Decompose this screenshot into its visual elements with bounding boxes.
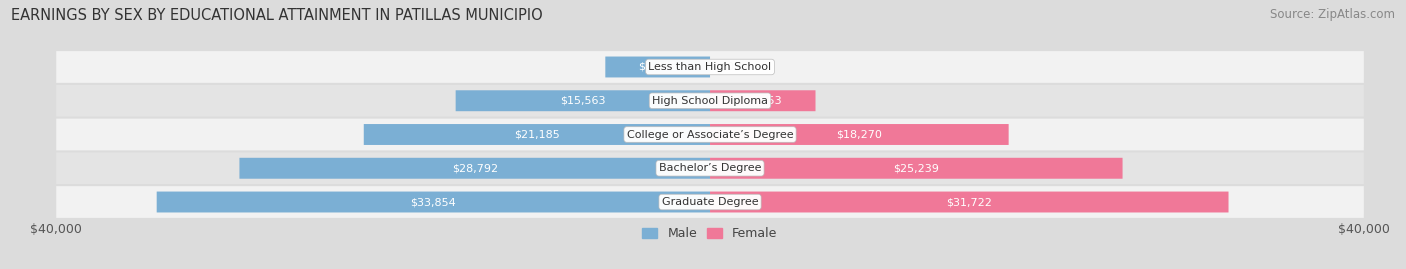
Text: $25,239: $25,239	[893, 163, 939, 173]
FancyBboxPatch shape	[710, 158, 1122, 179]
FancyBboxPatch shape	[239, 158, 710, 179]
Legend: Male, Female: Male, Female	[637, 222, 783, 245]
Text: $31,722: $31,722	[946, 197, 993, 207]
Text: $6,453: $6,453	[744, 96, 782, 106]
FancyBboxPatch shape	[56, 186, 1364, 218]
Text: $6,406: $6,406	[638, 62, 678, 72]
FancyBboxPatch shape	[56, 85, 1364, 116]
FancyBboxPatch shape	[456, 90, 710, 111]
Text: $0: $0	[720, 62, 734, 72]
Text: Graduate Degree: Graduate Degree	[662, 197, 758, 207]
Text: $28,792: $28,792	[451, 163, 498, 173]
Text: $33,854: $33,854	[411, 197, 456, 207]
Text: $21,185: $21,185	[515, 129, 560, 140]
Text: College or Associate’s Degree: College or Associate’s Degree	[627, 129, 793, 140]
Text: Source: ZipAtlas.com: Source: ZipAtlas.com	[1270, 8, 1395, 21]
FancyBboxPatch shape	[710, 90, 815, 111]
FancyBboxPatch shape	[364, 124, 710, 145]
FancyBboxPatch shape	[710, 124, 1008, 145]
Text: Bachelor’s Degree: Bachelor’s Degree	[659, 163, 761, 173]
Text: $18,270: $18,270	[837, 129, 883, 140]
Text: $15,563: $15,563	[560, 96, 606, 106]
Text: Less than High School: Less than High School	[648, 62, 772, 72]
Text: High School Diploma: High School Diploma	[652, 96, 768, 106]
FancyBboxPatch shape	[606, 56, 710, 77]
FancyBboxPatch shape	[710, 192, 1229, 213]
FancyBboxPatch shape	[56, 119, 1364, 150]
FancyBboxPatch shape	[56, 153, 1364, 184]
Text: EARNINGS BY SEX BY EDUCATIONAL ATTAINMENT IN PATILLAS MUNICIPIO: EARNINGS BY SEX BY EDUCATIONAL ATTAINMEN…	[11, 8, 543, 23]
FancyBboxPatch shape	[156, 192, 710, 213]
FancyBboxPatch shape	[56, 51, 1364, 83]
